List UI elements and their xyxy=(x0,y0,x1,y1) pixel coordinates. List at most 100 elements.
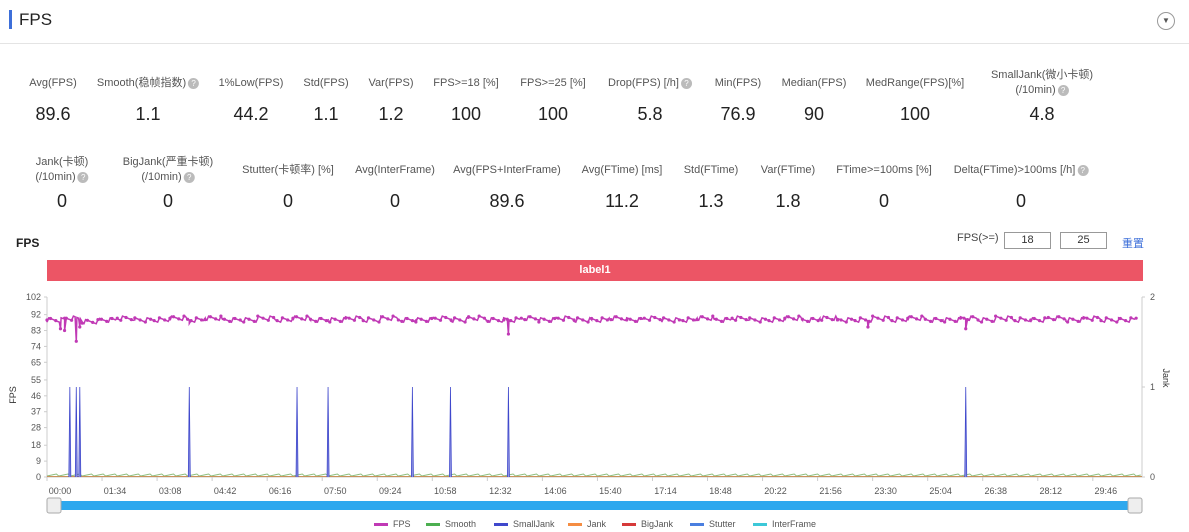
fps-point xyxy=(867,319,871,323)
y-tick-label: 37 xyxy=(31,407,41,417)
x-tick-label: 01:34 xyxy=(104,486,127,496)
zoom-slider-handle-left[interactable] xyxy=(46,497,62,514)
fps-point xyxy=(575,316,580,320)
fps-point xyxy=(958,316,963,320)
legend-item[interactable]: SmallJank xyxy=(494,519,555,529)
fps-point xyxy=(681,319,685,323)
fps-point xyxy=(990,319,994,323)
legend-item[interactable]: FPS xyxy=(374,519,411,529)
fps-point xyxy=(595,319,599,323)
fps-point xyxy=(605,318,609,322)
stat-label: Jank(卡顿) (/10min)? xyxy=(35,155,89,185)
reset-button[interactable]: 重置 xyxy=(1122,238,1144,250)
smalljank-spike xyxy=(449,386,452,478)
fps-point xyxy=(714,317,718,321)
fps-point xyxy=(199,318,204,322)
fps-point xyxy=(730,316,734,320)
fps-point xyxy=(939,319,943,323)
x-tick-label: 21:56 xyxy=(819,486,842,496)
legend-item[interactable]: Stutter xyxy=(690,519,736,529)
fps-point xyxy=(556,316,560,320)
fps-point xyxy=(672,320,676,324)
help-icon[interactable]: ? xyxy=(1057,84,1069,96)
fps-point xyxy=(614,315,618,319)
stat-value: 89.6 xyxy=(489,191,525,211)
fps-point xyxy=(308,317,313,321)
help-icon[interactable]: ? xyxy=(188,77,200,89)
fps-point xyxy=(1071,317,1075,321)
stat-label: Delta(FTime)>100ms [/h]? xyxy=(954,163,1089,178)
help-icon[interactable]: ? xyxy=(680,77,692,89)
stat-label: Avg(FPS) xyxy=(29,76,76,91)
fps-point xyxy=(171,315,176,319)
fps-threshold-input-2[interactable]: 25 xyxy=(1060,232,1107,249)
legend-label: SmallJank xyxy=(513,519,555,529)
fps-point xyxy=(772,316,776,320)
stat-value: 11.2 xyxy=(605,191,639,211)
chevron-down-circle-icon[interactable]: ▼ xyxy=(1157,12,1175,30)
y-tick-label: 0 xyxy=(36,472,41,482)
zoom-slider-track[interactable] xyxy=(57,501,1132,510)
fps-point xyxy=(347,316,351,320)
fps-point xyxy=(352,318,357,322)
legend-item[interactable]: InterFrame xyxy=(753,519,816,529)
stat-label: Var(FTime) xyxy=(761,163,815,178)
help-icon[interactable]: ? xyxy=(77,171,89,183)
x-tick-label: 06:16 xyxy=(269,486,292,496)
fps-point xyxy=(256,314,260,318)
fps-point xyxy=(1051,317,1056,322)
help-icon[interactable]: ? xyxy=(1077,164,1089,176)
legend-item[interactable]: Smooth xyxy=(426,519,476,529)
stat-label-text: BigJank(严重卡顿) xyxy=(122,156,214,168)
fps-point xyxy=(64,316,68,320)
fps-point xyxy=(1124,319,1128,323)
fps-point xyxy=(647,318,652,322)
zoom-slider-handle-right[interactable] xyxy=(1127,497,1143,514)
legend-item[interactable]: Jank xyxy=(568,519,606,529)
y2-tick-label: 2 xyxy=(1150,292,1155,302)
fps-point xyxy=(1118,316,1122,321)
legend-swatch-icon xyxy=(494,523,508,527)
smalljank-spike xyxy=(187,386,191,478)
fps-point xyxy=(477,314,481,318)
fps-point xyxy=(767,319,771,323)
smalljank-spike xyxy=(410,386,414,478)
stat-label: FPS>=18 [%] xyxy=(433,76,498,91)
fps-point xyxy=(783,316,787,320)
fps-point xyxy=(881,318,885,322)
stat-label-text: FPS>=18 [%] xyxy=(433,77,499,89)
fps-point xyxy=(228,319,232,323)
x-tick-label: 28:12 xyxy=(1040,486,1063,496)
smooth-series xyxy=(46,473,1141,477)
smalljank-spike xyxy=(507,386,510,478)
fps-point xyxy=(238,318,242,322)
label-bar[interactable]: label1 xyxy=(47,260,1143,281)
y-tick-label: 9 xyxy=(36,456,41,466)
help-icon[interactable]: ? xyxy=(183,171,195,183)
stat-label-text: Jank(卡顿) xyxy=(35,156,89,168)
fps-point xyxy=(272,315,276,320)
legend-item[interactable]: BigJank xyxy=(622,519,673,529)
fps-point xyxy=(758,320,762,324)
legend-swatch-icon xyxy=(753,523,767,527)
fps-point xyxy=(677,318,682,322)
fps-point xyxy=(695,317,699,322)
stat-value: 1.8 xyxy=(775,191,801,211)
fps-point xyxy=(208,315,212,319)
stat-label-text: 1%Low(FPS) xyxy=(218,77,284,89)
fps-threshold-input-1[interactable]: 18 xyxy=(1004,232,1051,249)
stat-label-text: SmallJank(微小卡顿) xyxy=(990,69,1094,81)
x-tick-label: 09:24 xyxy=(379,486,402,496)
y-tick-label: 55 xyxy=(31,375,41,385)
fps-point xyxy=(62,328,67,333)
legend-label: FPS xyxy=(393,519,411,529)
fps-point xyxy=(586,320,590,324)
fps-point xyxy=(189,319,193,323)
fps-point xyxy=(994,314,998,318)
fps-threshold-label: FPS(>=) xyxy=(957,232,999,244)
fps-point xyxy=(744,317,748,322)
x-tick-label: 04:42 xyxy=(214,486,237,496)
fps-point xyxy=(275,319,279,323)
fps-point xyxy=(979,320,984,324)
fps-point xyxy=(734,318,738,322)
